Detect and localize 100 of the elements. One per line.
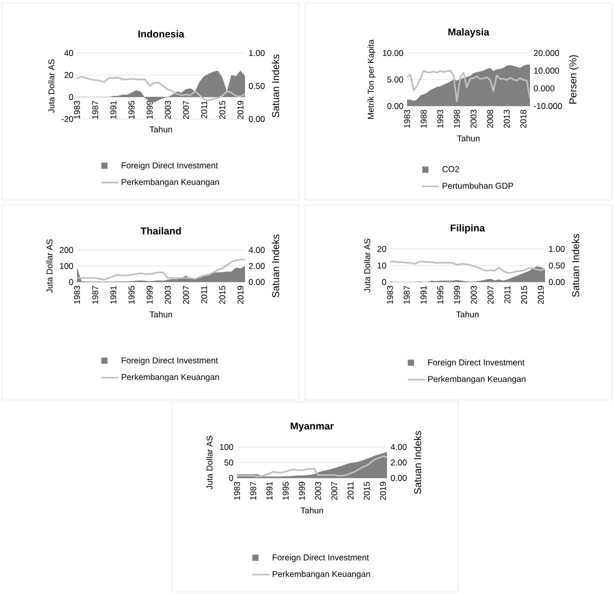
- y2-tick-label: 0.50: [248, 83, 265, 89]
- x-tick-label: 2007: [331, 482, 338, 500]
- x-tick-label: 1983: [74, 100, 80, 119]
- y2-tick-label: 2.00: [390, 460, 407, 466]
- y2-axis-title: Persen (%): [569, 55, 578, 104]
- x-tick-label: 1991: [420, 286, 427, 304]
- x-axis-title: Tahun: [300, 507, 323, 514]
- x-tick-label: 2013: [504, 110, 510, 128]
- x-tick-label: 1999: [298, 482, 305, 500]
- chart-title: Myanmar: [290, 422, 334, 432]
- y-tick-label: 100: [220, 444, 234, 450]
- x-tick-label: 2019: [380, 482, 386, 500]
- y-axis-title: Metrik Ton per Kapita: [368, 40, 376, 119]
- y-tick-label: 0.00: [387, 103, 404, 109]
- x-tick-label: 2011: [348, 482, 354, 500]
- x-tick-label: 2007: [488, 286, 494, 304]
- y-tick-label: 50: [224, 460, 234, 466]
- x-tick-label: 1983: [234, 482, 240, 500]
- y2-tick-label: 2.00: [248, 263, 265, 269]
- x-tick-label: 1993: [437, 110, 444, 128]
- x-tick-label: 2019: [237, 286, 244, 304]
- x-tick-label: 1987: [404, 286, 410, 304]
- x-tick-label: 2003: [315, 482, 322, 500]
- legend-label: Foreign Direct Investment: [272, 554, 369, 562]
- y-tick-label: 20: [377, 246, 386, 252]
- x-tick-label: 1991: [266, 482, 272, 500]
- y-axis-title: Juta Dollar AS: [206, 436, 213, 490]
- x-tick-label: 2011: [504, 286, 510, 304]
- y-axis-title: Juta Dollar AS: [364, 238, 370, 292]
- y-tick-label: 10.00: [382, 50, 404, 56]
- y-tick-label: 0: [382, 279, 386, 285]
- x-tick-label: 2011: [201, 100, 208, 118]
- y2-axis-title: Satuan Indeks: [272, 54, 280, 118]
- y2-tick-label: 0.000: [534, 85, 554, 92]
- y-tick-label: 100: [60, 263, 74, 269]
- y-tick-label: 0: [69, 279, 74, 285]
- x-tick-label: 1988: [420, 110, 427, 128]
- y-tick-label: 40: [64, 50, 74, 56]
- y2-tick-label: 0.50: [548, 262, 565, 268]
- legend-label: Foreign Direct Investment: [122, 162, 218, 170]
- x-axis-title: Tahun: [457, 135, 480, 142]
- x-tick-label: 2015: [364, 482, 370, 500]
- x-tick-label: 1995: [128, 100, 134, 119]
- y2-tick-label: 1.00: [249, 50, 265, 56]
- x-tick-label: 1991: [110, 100, 116, 119]
- x-tick-label: 2007: [182, 286, 189, 304]
- y-tick-label: 0: [69, 94, 74, 100]
- y-tick-label: 20: [64, 72, 74, 78]
- legend-label: Perkembangan Keuangan: [122, 178, 219, 187]
- x-tick-label: 2019: [538, 286, 544, 304]
- chart-title: Malaysia: [448, 28, 490, 38]
- x-tick-label: 1987: [92, 286, 98, 304]
- x-tick-label: 1983: [404, 110, 410, 128]
- y2-axis-title: Satuan Indeks: [572, 234, 580, 297]
- x-tick-label: 1998: [454, 110, 460, 128]
- x-axis-title: Tahun: [150, 311, 172, 318]
- x-tick-label: 1999: [146, 286, 153, 304]
- x-tick-label: 2018: [520, 110, 526, 128]
- x-tick-label: 2008: [487, 110, 494, 128]
- legend-label: Foreign Direct Investment: [428, 359, 524, 368]
- y2-tick-label: -10.000: [534, 103, 562, 109]
- x-tick-label: 2011: [201, 286, 208, 304]
- y-tick-label: 10: [378, 262, 386, 268]
- legend-label: Perkembangan Keuangan: [428, 376, 526, 384]
- x-tick-label: 2003: [470, 286, 477, 304]
- x-tick-label: 2003: [164, 286, 171, 304]
- x-tick-label: 1995: [128, 286, 134, 304]
- y2-tick-label: 0.00: [248, 279, 265, 285]
- legend-label: CO2: [442, 166, 460, 172]
- x-tick-label: 1987: [250, 482, 256, 500]
- x-tick-label: 1995: [437, 286, 444, 304]
- y2-tick-label: 4.00: [248, 247, 265, 253]
- y2-axis-title: Satuan Indeks: [272, 234, 280, 298]
- y2-tick-label: 10.000: [534, 68, 560, 74]
- y-tick-label: -20: [62, 116, 74, 122]
- legend-label: Pertumbuhan GDP: [442, 182, 514, 189]
- y-tick-label: 5.00: [387, 76, 404, 82]
- x-tick-label: 2015: [219, 100, 226, 119]
- x-tick-label: 1983: [74, 286, 80, 304]
- x-tick-label: 1987: [92, 100, 98, 119]
- chart-title: Filipina: [450, 224, 486, 234]
- x-tick-label: 1995: [282, 482, 289, 500]
- y2-tick-label: 4.00: [390, 444, 407, 450]
- x-tick-label: 2015: [219, 286, 226, 304]
- x-tick-label: 1991: [110, 286, 116, 304]
- y-tick-label: 200: [60, 247, 74, 253]
- y2-tick-label: 0.00: [548, 279, 565, 285]
- x-tick-label: 1983: [387, 286, 393, 304]
- y-axis-title: Juta Dollar AS: [46, 239, 53, 293]
- x-tick-label: 2003: [470, 110, 476, 128]
- y-axis-title: Juta Dollar AS: [48, 59, 54, 113]
- chart-title: Indonesia: [138, 30, 184, 38]
- x-axis-title: Tahun: [150, 126, 172, 132]
- x-axis-title: Tahun: [456, 311, 478, 318]
- x-tick-label: 2003: [164, 100, 171, 119]
- y-tick-label: 0: [229, 475, 234, 481]
- y2-tick-label: 1.00: [549, 246, 565, 252]
- legend-label: Perkembangan Keuangan: [272, 570, 370, 579]
- legend-label: Foreign Direct Investment: [122, 357, 218, 366]
- x-tick-label: 1999: [146, 100, 153, 119]
